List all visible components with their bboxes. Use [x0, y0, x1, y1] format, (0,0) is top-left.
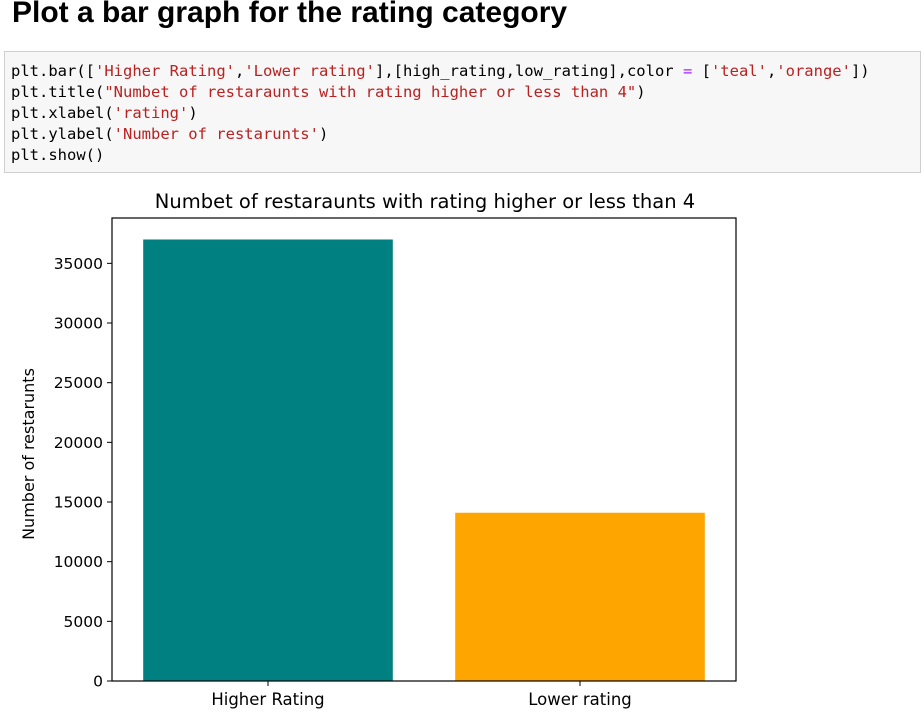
y-axis: 0 5000 10000 15000 20000 25000 30000 35000 [54, 255, 112, 691]
code-token: 'teal' [710, 62, 767, 80]
code-line: plt.xlabel('rating') [11, 103, 914, 124]
code-token: = [682, 62, 693, 80]
y-tick-label: 20000 [54, 434, 103, 452]
code-token: 'Higher Rating' [95, 62, 235, 80]
code-line: plt.bar(['Higher Rating','Lower rating']… [11, 61, 914, 82]
code-token: 'rating' [113, 104, 189, 122]
y-tick-label: 5000 [64, 613, 103, 631]
code-token: 'Number of restarunts' [113, 125, 319, 143]
code-token: "Numbet of restaraunts with rating highe… [104, 83, 637, 101]
code-token: ) [188, 104, 198, 122]
y-tick-label: 25000 [54, 374, 103, 392]
code-token: ]) [850, 62, 870, 80]
y-tick-label: 30000 [54, 315, 103, 333]
y-tick-label: 15000 [54, 494, 103, 512]
bars-group [143, 239, 705, 682]
cell-output: Numbet of restaraunts with rating higher… [0, 178, 923, 714]
x-axis: Higher Rating Lower rating [211, 681, 632, 709]
code-token: ) [318, 125, 329, 143]
code-token: [ [692, 62, 711, 80]
x-tick-label: Higher Rating [211, 690, 324, 709]
code-token: plt.show() [11, 146, 105, 164]
section-heading: Plot a bar graph for the rating category [12, 0, 568, 29]
code-token: plt.ylabel( [11, 125, 114, 143]
code-cell[interactable]: plt.bar(['Higher Rating','Lower rating']… [4, 51, 921, 173]
y-tick-label: 10000 [54, 553, 103, 571]
code-line: plt.ylabel('Number of restarunts') [11, 124, 914, 145]
code-line: plt.title("Numbet of restaraunts with ra… [11, 82, 914, 103]
code-token: plt.title( [11, 83, 105, 101]
y-axis-label: Number of restarunts [19, 368, 38, 540]
code-token: , [766, 62, 777, 80]
code-token: 'Lower rating' [244, 62, 375, 80]
code-token: plt.bar([ [11, 62, 95, 80]
code-token: ],[high_rating,low_rating],color [374, 62, 683, 80]
code-token: 'orange' [776, 62, 851, 80]
bar [143, 239, 393, 682]
code-token: , [234, 62, 245, 80]
code-token: plt.xlabel( [11, 104, 114, 122]
bar [455, 512, 705, 681]
plot-frame [111, 217, 737, 682]
y-tick-label: 0 [93, 673, 103, 691]
code-token: ) [636, 83, 646, 101]
bar-chart: Numbet of restaraunts with rating higher… [19, 190, 737, 709]
code-line: plt.show() [11, 145, 914, 166]
x-tick-label: Lower rating [528, 690, 632, 709]
y-tick-label: 35000 [54, 255, 103, 273]
chart-title: Numbet of restaraunts with rating higher… [155, 190, 695, 213]
